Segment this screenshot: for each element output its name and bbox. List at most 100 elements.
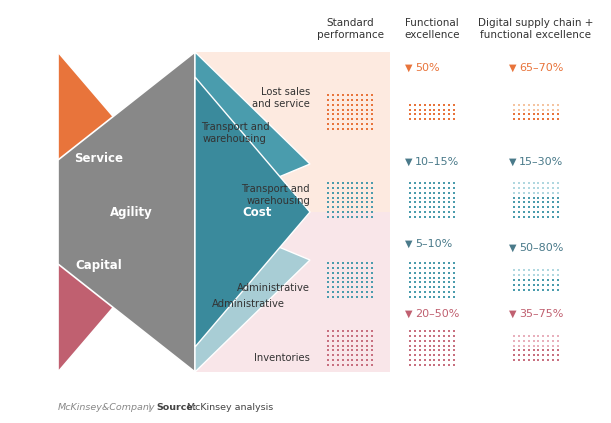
- Point: [533, 190, 543, 196]
- Point: [425, 116, 434, 123]
- Point: [362, 279, 371, 286]
- Point: [328, 116, 338, 123]
- Point: [430, 180, 439, 187]
- Point: [343, 190, 353, 196]
- Point: [362, 294, 371, 300]
- Point: [439, 111, 449, 118]
- Point: [434, 328, 444, 335]
- Point: [439, 184, 449, 191]
- Point: [434, 269, 444, 276]
- Point: [444, 260, 454, 266]
- Point: [548, 286, 558, 293]
- Point: [323, 209, 333, 215]
- Point: [553, 102, 563, 108]
- Polygon shape: [195, 212, 310, 372]
- Point: [338, 214, 348, 220]
- Point: [524, 116, 533, 123]
- Point: [333, 342, 343, 349]
- Point: [529, 277, 538, 283]
- Point: [415, 269, 425, 276]
- Point: [444, 184, 454, 191]
- Point: [343, 194, 353, 201]
- Point: [548, 184, 558, 191]
- Point: [367, 294, 376, 300]
- Point: [362, 180, 371, 187]
- Text: McKinsey&Company: McKinsey&Company: [58, 404, 156, 412]
- Point: [529, 267, 538, 274]
- Point: [406, 342, 415, 349]
- Point: [362, 116, 371, 123]
- Point: [514, 352, 524, 359]
- Point: [362, 190, 371, 196]
- Point: [406, 265, 415, 272]
- Point: [367, 274, 376, 281]
- Point: [538, 347, 548, 354]
- Point: [333, 294, 343, 300]
- Point: [420, 288, 430, 295]
- Point: [362, 328, 371, 335]
- Point: [353, 102, 362, 108]
- Point: [519, 342, 529, 349]
- Point: [323, 190, 333, 196]
- Polygon shape: [58, 212, 195, 372]
- Point: [348, 111, 357, 118]
- Point: [333, 106, 343, 113]
- Point: [348, 194, 357, 201]
- Point: [328, 352, 338, 359]
- Point: [529, 180, 538, 187]
- Point: [510, 357, 519, 363]
- Point: [434, 204, 444, 211]
- Point: [510, 184, 519, 191]
- Point: [439, 106, 449, 113]
- Point: [519, 116, 529, 123]
- Point: [328, 102, 338, 108]
- Point: [328, 92, 338, 99]
- Point: [406, 357, 415, 363]
- Point: [411, 265, 420, 272]
- Point: [448, 279, 458, 286]
- Point: [406, 214, 415, 220]
- Point: [353, 284, 362, 291]
- Point: [448, 328, 458, 335]
- Point: [538, 194, 548, 201]
- Point: [362, 184, 371, 191]
- Point: [357, 338, 367, 344]
- Point: [353, 352, 362, 359]
- Point: [548, 267, 558, 274]
- Text: Digital supply chain +
functional excellence: Digital supply chain + functional excell…: [478, 18, 594, 41]
- Point: [420, 194, 430, 201]
- Point: [406, 352, 415, 359]
- Point: [367, 269, 376, 276]
- Point: [514, 357, 524, 363]
- Point: [328, 106, 338, 113]
- Point: [328, 260, 338, 266]
- Point: [362, 347, 371, 354]
- Point: [348, 328, 357, 335]
- Point: [529, 352, 538, 359]
- Point: [343, 269, 353, 276]
- Point: [514, 277, 524, 283]
- Point: [415, 214, 425, 220]
- Point: [434, 209, 444, 215]
- Point: [519, 267, 529, 274]
- Point: [333, 184, 343, 191]
- Point: [425, 106, 434, 113]
- Point: [357, 328, 367, 335]
- Text: ▼: ▼: [508, 157, 516, 167]
- Text: Standard
performance: Standard performance: [316, 18, 384, 41]
- Point: [323, 342, 333, 349]
- Point: [430, 190, 439, 196]
- Point: [415, 357, 425, 363]
- Point: [353, 361, 362, 368]
- Text: 5–10%: 5–10%: [415, 239, 452, 249]
- Point: [357, 116, 367, 123]
- Point: [529, 357, 538, 363]
- Point: [411, 269, 420, 276]
- Point: [519, 199, 529, 206]
- Point: [553, 286, 563, 293]
- Point: [323, 125, 333, 132]
- Point: [430, 361, 439, 368]
- Point: [448, 265, 458, 272]
- Point: [524, 111, 533, 118]
- Point: [362, 361, 371, 368]
